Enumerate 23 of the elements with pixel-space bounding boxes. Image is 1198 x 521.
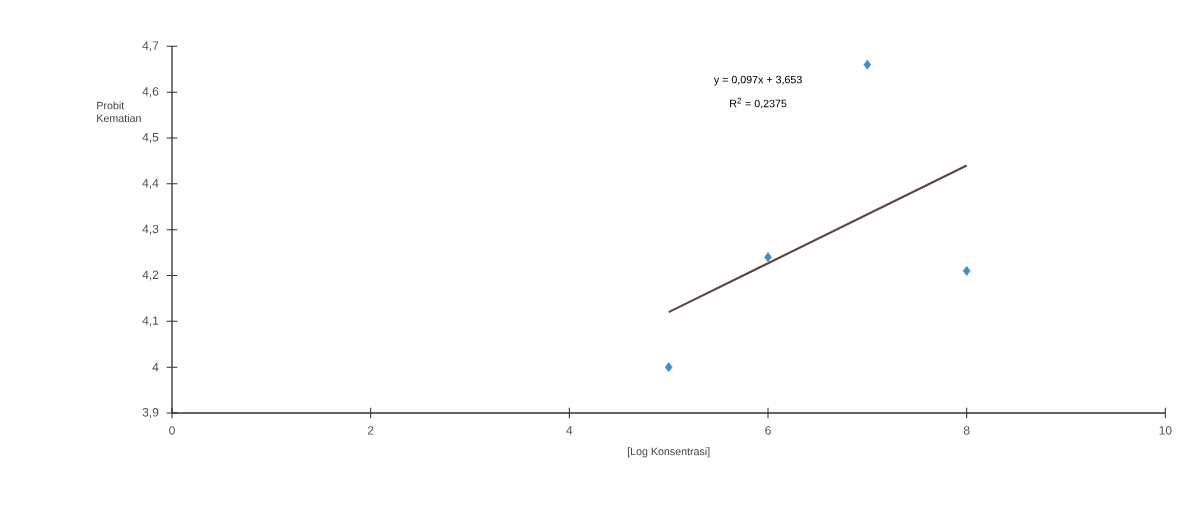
x-tick-label: 8 [963,426,970,435]
y-tick-label: 4,5 [142,133,159,143]
x-tick-label: 6 [765,426,771,435]
y-tick-label: 4,7 [142,41,159,52]
y-tick-label: 4 [152,363,159,372]
y-tick-label: 4,3 [142,224,159,235]
point [962,265,971,276]
y-tick-label: 3,9 [142,408,159,418]
y-axis-title: Probit Kematian [97,101,141,122]
x-tick-label: 10 [1159,426,1172,435]
y-tick-label: 4,2 [142,270,159,281]
annotation: R$^{2}$ = 0,2375 [730,97,787,109]
annotation: y = 0,097x + 3,653 [713,75,802,86]
x-tick-label: 4 [566,426,573,435]
point [664,362,673,373]
x-axis-title: [Log Konsentrasi] [627,447,710,458]
x-tick-label: 2 [367,426,374,435]
point [764,252,772,263]
y-tick-label: 4,4 [142,178,159,189]
y-tick-label: 4,1 [142,316,159,327]
x-tick-label: 0 [169,426,175,435]
y-tick-label: 4,6 [142,87,159,98]
point [863,59,872,70]
